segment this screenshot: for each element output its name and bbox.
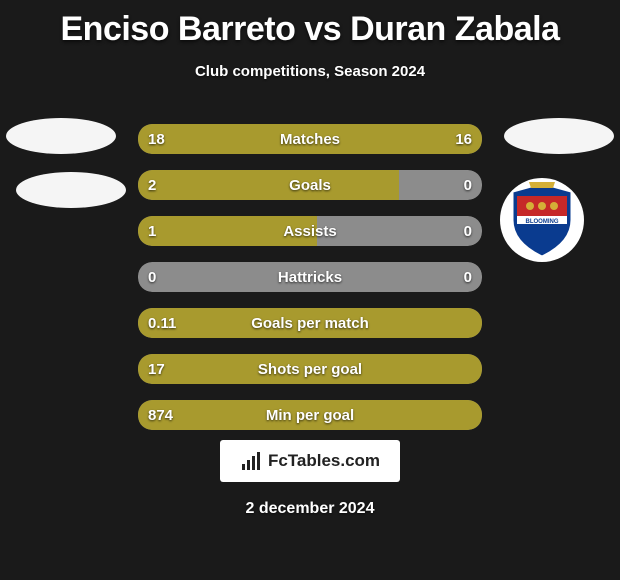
player2-name: Duran Zabala <box>350 10 559 48</box>
shield-icon: BLOOMING <box>507 182 577 258</box>
footer-date: 2 december 2024 <box>0 500 620 518</box>
stat-label: Hattricks <box>138 262 482 292</box>
stat-label: Matches <box>138 124 482 154</box>
site-name: FcTables.com <box>268 451 380 471</box>
stat-row: 1816Matches <box>138 124 482 154</box>
comparison-title: Enciso Barreto vs Duran Zabala <box>0 0 620 49</box>
vs-text: vs <box>304 10 341 48</box>
stat-row: 0.11Goals per match <box>138 308 482 338</box>
stat-row: 20Goals <box>138 170 482 200</box>
stat-label: Goals <box>138 170 482 200</box>
stat-row: 17Shots per goal <box>138 354 482 384</box>
svg-text:BLOOMING: BLOOMING <box>526 219 559 225</box>
stat-label: Shots per goal <box>138 354 482 384</box>
stat-bars: 1816Matches 20Goals 10Assists 00Hattricks 0.… <box>138 124 482 446</box>
player1-club-badge-2 <box>16 172 126 208</box>
stat-row: 874Min per goal <box>138 400 482 430</box>
stat-label: Min per goal <box>138 400 482 430</box>
subtitle: Club competitions, Season 2024 <box>0 63 620 80</box>
stat-label: Goals per match <box>138 308 482 338</box>
player1-name: Enciso Barreto <box>61 10 296 48</box>
stat-label: Assists <box>138 216 482 246</box>
chart-icon <box>240 450 262 472</box>
site-logo: FcTables.com <box>220 440 400 482</box>
player2-club-badge-1 <box>504 118 614 154</box>
stat-row: 00Hattricks <box>138 262 482 292</box>
player1-club-badge-1 <box>6 118 116 154</box>
player2-club-crest: BLOOMING <box>500 178 584 262</box>
stat-row: 10Assists <box>138 216 482 246</box>
